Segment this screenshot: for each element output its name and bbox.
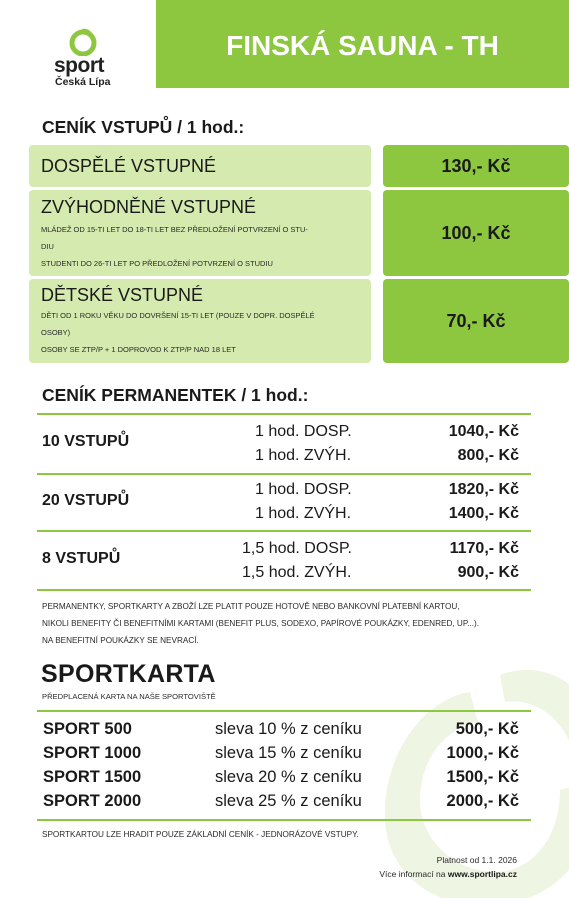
entry-note: MLÁDEŽ OD 15-TI LET DO 18-TI LET BEZ PŘE… [41, 225, 308, 234]
entry-note: OSOBY SE ZTP/P + 1 DOPROVOD K ZTP/P NAD … [41, 345, 236, 354]
sportkarta-title: SPORTKARTA [41, 660, 216, 688]
pass-desc: 1 hod. ZVÝH. [255, 447, 352, 464]
pass-price: 800,- Kč [457, 447, 519, 464]
entry-note: OSOBY) [41, 328, 71, 337]
pass-desc: 1 hod. ZVÝH. [255, 505, 352, 522]
info-line: Více informací na www.sportlipa.cz [379, 869, 517, 879]
pass-price: 1040,- Kč [448, 423, 519, 440]
logo: sport Česká Lípa [52, 28, 122, 94]
sportkarta-name: SPORT 1000 [43, 744, 142, 762]
sportkarta-desc: sleva 15 % z ceníku [215, 744, 362, 762]
entry-row-reduced: ZVÝHODNĚNÉ VSTUPNÉ MLÁDEŽ OD 15-TI LET D… [29, 190, 371, 276]
pass-desc: 1,5 hod. DOSP. [242, 540, 352, 557]
entry-section-title: CENÍK VSTUPŮ / 1 hod.: [42, 117, 245, 137]
pass-desc: 1 hod. DOSP. [255, 423, 352, 440]
entry-note: DĚTI OD 1 ROKU VĚKU DO DOVRŠENÍ 15-TI LE… [41, 311, 315, 320]
divider [37, 589, 531, 591]
entry-name: DĚTSKÉ VSTUPNÉ [41, 285, 204, 305]
sportkarta-desc: sleva 25 % z ceníku [215, 792, 362, 810]
payment-note: NA BENEFITNÍ POUKÁZKY SE NEVRACÍ. [42, 636, 199, 645]
pass-price: 1820,- Kč [448, 481, 519, 498]
sportkarta-price: 2000,- Kč [446, 792, 519, 810]
divider [37, 413, 531, 415]
sportkarta-price: 500,- Kč [455, 720, 519, 738]
payment-note: PERMANENTKY, SPORTKARTY A ZBOŽÍ LZE PLAT… [42, 602, 460, 611]
entry-price: 70,- Kč [383, 279, 569, 363]
entry-row-adult: DOSPĚLÉ VSTUPNÉ [29, 145, 371, 187]
website-link[interactable]: www.sportlipa.cz [447, 869, 517, 879]
sportkarta-name: SPORT 2000 [43, 792, 142, 810]
sportkarta-name: SPORT 1500 [43, 768, 142, 786]
divider [37, 473, 531, 475]
pass-desc: 1 hod. DOSP. [255, 481, 352, 498]
entry-name: DOSPĚLÉ VSTUPNÉ [41, 156, 217, 176]
entry-row-child: DĚTSKÉ VSTUPNÉ DĚTI OD 1 ROKU VĚKU DO DO… [29, 279, 371, 363]
pass-desc: 1,5 hod. ZVÝH. [242, 564, 352, 581]
header-band [156, 0, 569, 88]
entry-price: 130,- Kč [383, 145, 569, 187]
sportkarta-desc: sleva 10 % z ceníku [215, 720, 362, 738]
pass-label: 8 VSTUPŮ [42, 550, 121, 567]
divider [37, 710, 531, 712]
divider [37, 530, 531, 532]
pass-label: 20 VSTUPŮ [42, 492, 130, 509]
logo-word: sport [54, 54, 105, 77]
divider [37, 819, 531, 821]
sportkarta-price: 1000,- Kč [446, 744, 519, 762]
entry-name: ZVÝHODNĚNÉ VSTUPNÉ [41, 197, 257, 217]
logo-city: Česká Lípa [55, 76, 111, 88]
sportkarta-desc: sleva 20 % z ceníku [215, 768, 362, 786]
pass-price: 1400,- Kč [448, 505, 519, 522]
leaf-logo-icon [69, 28, 97, 56]
pass-price: 900,- Kč [457, 564, 519, 581]
validity-text: Platnost od 1.1. 2026 [436, 855, 517, 865]
page-title: FINSKÁ SAUNA - TH [226, 30, 499, 61]
entry-price: 100,- Kč [383, 190, 569, 276]
pass-label: 10 VSTUPŮ [42, 433, 130, 450]
info-prefix: Více informací na [379, 869, 446, 879]
sportkarta-name: SPORT 500 [43, 720, 132, 738]
sportkarta-subtitle: PŘEDPLACENÁ KARTA NA NAŠE SPORTOVIŠTĚ [42, 692, 216, 701]
sportkarta-note: SPORTKARTOU LZE HRADIT POUZE ZÁKLADNÍ CE… [42, 830, 359, 839]
passes-section-title: CENÍK PERMANENTEK / 1 hod.: [42, 385, 309, 405]
entry-note: DIU [41, 242, 54, 251]
entry-note: STUDENTI DO 26-TI LET PO PŘEDLOŽENÍ POTV… [41, 259, 273, 268]
payment-note: NIKOLI BENEFITY ČI BENEFITNÍMI KARTAMI (… [42, 619, 480, 628]
sportkarta-price: 1500,- Kč [446, 768, 519, 786]
pass-price: 1170,- Kč [449, 540, 519, 557]
